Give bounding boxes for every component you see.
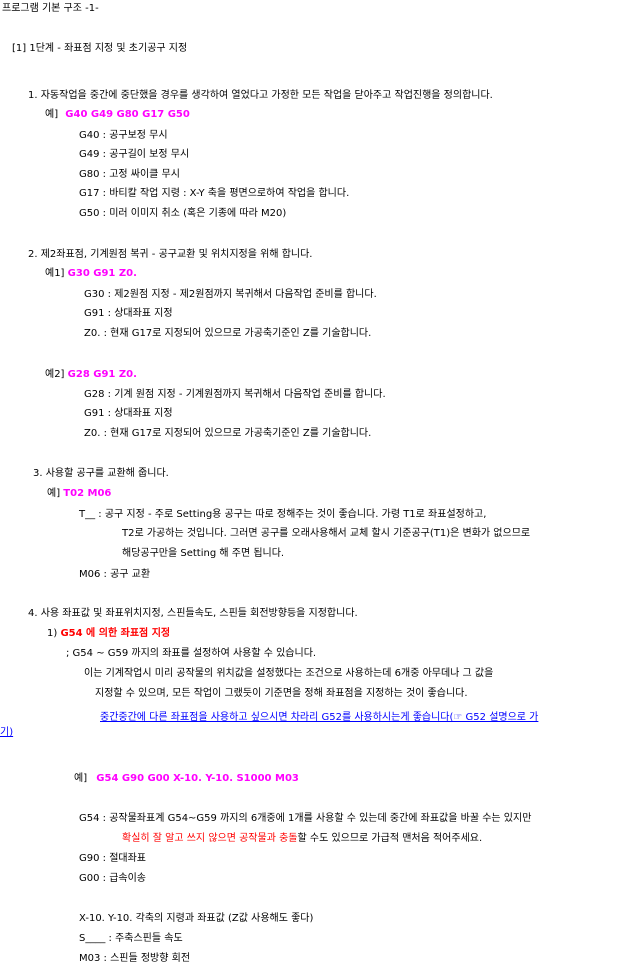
item2-example2-code: G28 G91 Z0. bbox=[67, 369, 137, 380]
item3-example: 예] T02 M06 bbox=[47, 487, 111, 500]
item2-ex1-line-g30: G30 : 제2원점 지정 - 제2원점까지 복귀해서 다음작업 준비를 합니다… bbox=[84, 289, 377, 300]
item1-line-g50: G50 : 미러 이미지 취소 (혹은 기종에 따라 M20) bbox=[79, 208, 287, 219]
item1-line-g80: G80 : 고정 싸이클 무시 bbox=[79, 169, 180, 180]
item1-line-g49: G49 : 공구길이 보정 무시 bbox=[79, 149, 190, 160]
item1-line-g17: G17 : 바티칼 작업 지령 : X-Y 축을 평면으로하여 작업을 합니다. bbox=[79, 188, 350, 199]
item3-example-code: T02 M06 bbox=[63, 488, 112, 499]
item1-example-code: G40 G49 G80 G17 G50 bbox=[65, 109, 190, 120]
item4-line-m03: M03 : 스핀들 정방향 회전 bbox=[79, 953, 191, 964]
item4-sub-title: G54 에 의한 좌표점 지정 bbox=[60, 628, 171, 639]
item4-warning-rest: 할 수도 있으므로 가급적 맨처음 적어주세요. bbox=[297, 833, 483, 844]
item3-line-cont2: 해당공구만을 Setting 해 주면 됩니다. bbox=[122, 548, 285, 559]
item4-subheading: 1) G54 에 의한 좌표점 지정 bbox=[47, 627, 170, 640]
item1-heading: 1. 자동작업을 중간에 중단했을 경우를 생각하여 열었다고 가정한 모든 작… bbox=[28, 90, 493, 101]
item2-ex2-line-z0: Z0. : 현재 G17로 지정되어 있으므로 가공축기준인 Z를 기술합니다. bbox=[84, 428, 372, 439]
item4-line-g90: G90 : 절대좌표 bbox=[79, 853, 147, 864]
item2-heading: 2. 제2좌표점, 기계원점 복귀 - 공구교환 및 위치지정을 위해 합니다. bbox=[28, 249, 313, 260]
item4-heading: 4. 사용 좌표값 및 좌표위치지정, 스핀들속도, 스핀들 회전방향등을 지정… bbox=[28, 608, 358, 619]
item3-line-cont1: T2로 가공하는 것입니다. 그러면 공구를 오래사용해서 교체 할시 기준공구… bbox=[122, 528, 531, 539]
item4-line-s: S____ : 주축스핀들 속도 bbox=[79, 933, 183, 944]
item4-example-label: 예] bbox=[74, 773, 88, 784]
item2-ex2-line-g28: G28 : 기계 원점 지정 - 기계원점까지 복귀해서 다음작업 준비를 합니… bbox=[84, 389, 386, 400]
item4-warning: 확실히 잘 알고 쓰지 않으면 공작물과 충돌할 수도 있으므로 가급적 맨처음… bbox=[122, 832, 482, 845]
item4-line-g00: G00 : 급속이송 bbox=[79, 873, 147, 884]
item4-warning-red: 확실히 잘 알고 쓰지 않으면 공작물과 충돌 bbox=[122, 833, 298, 844]
item4-desc-line2: 이는 기계작업시 미리 공작물의 위치값을 설정했다는 조건으로 사용하는데 6… bbox=[84, 668, 494, 679]
item3-heading: 3. 사용할 공구를 교환해 줍니다. bbox=[33, 468, 169, 479]
item2-ex1-line-z0: Z0. : 현재 G17로 지정되어 있으므로 가공축기준인 Z를 기술합니다. bbox=[84, 328, 372, 339]
item2-example1-code: G30 G91 Z0. bbox=[67, 268, 137, 279]
item4-desc-line1: ; G54 ~ G59 까지의 좌표를 설정하여 사용할 수 있습니다. bbox=[66, 648, 317, 659]
item1-example-label: 예] bbox=[45, 109, 59, 120]
item2-example1: 예1] G30 G91 Z0. bbox=[45, 267, 137, 280]
item3-example-label: 예] bbox=[47, 488, 61, 499]
item3-line-m06: M06 : 공구 교환 bbox=[79, 569, 151, 580]
item4-desc-line3: 지정할 수 있으며, 모든 작업이 그랬듯이 기준면을 정해 좌표점을 지정하는… bbox=[95, 688, 468, 699]
item1-example: 예] G40 G49 G80 G17 G50 bbox=[45, 108, 190, 121]
section-title: [1] 1단계 - 좌표점 지정 및 초기공구 지정 bbox=[12, 43, 188, 54]
item4-line-g54: G54 : 공작물좌표계 G54~G59 까지의 6개중에 1개를 사용할 수 … bbox=[79, 813, 532, 824]
document-title: 프로그램 기본 구조 -1- bbox=[2, 3, 99, 14]
item4-line-xy: X-10. Y-10. 각축의 지령과 좌표값 (Z값 사용해도 좋다) bbox=[79, 913, 314, 924]
item2-example2-label: 예2] bbox=[45, 369, 65, 380]
g52-link-line1[interactable]: 중간중간에 다른 좌표점을 사용하고 싶으시면 차라리 G52를 사용하시는게 … bbox=[100, 712, 539, 723]
item1-line-g40: G40 : 공구보정 무시 bbox=[79, 130, 168, 141]
item2-example1-label: 예1] bbox=[45, 268, 65, 279]
item4-sub-number: 1) bbox=[47, 628, 58, 639]
item4-example: 예] G54 G90 G00 X-10. Y-10. S1000 M03 bbox=[74, 772, 299, 785]
item2-example2: 예2] G28 G91 Z0. bbox=[45, 368, 137, 381]
item4-example-code: G54 G90 G00 X-10. Y-10. S1000 M03 bbox=[96, 773, 299, 784]
item2-ex2-line-g91: G91 : 상대좌표 지정 bbox=[84, 408, 173, 419]
item2-ex1-line-g91: G91 : 상대좌표 지정 bbox=[84, 308, 173, 319]
item3-line-tool: T__ : 공구 지정 - 주로 Setting용 공구는 따로 정해주는 것이… bbox=[79, 509, 487, 520]
g52-link-line2[interactable]: 기) bbox=[0, 727, 14, 738]
